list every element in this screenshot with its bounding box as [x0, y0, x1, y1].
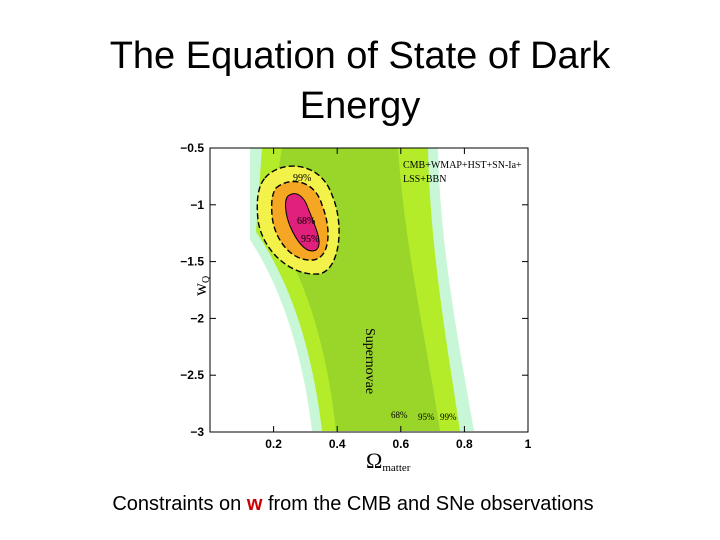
legend-line: CMB+WMAP+HST+SN-Ia+	[403, 160, 522, 171]
y-axis-symbol: w	[190, 283, 210, 296]
title-line: The Equation of State of Dark	[110, 35, 612, 77]
y-tick-label: −1.5	[180, 255, 204, 269]
y-tick-label: −2.5	[180, 368, 204, 382]
x-tick-label: 0.4	[329, 437, 346, 451]
x-tick-label: 0.2	[265, 437, 282, 451]
x-tick-label: 1	[525, 437, 532, 451]
x-tick-label: 0.8	[456, 437, 473, 451]
contour-label: 95%	[301, 234, 319, 245]
contour-label: 68%	[297, 216, 315, 227]
legend-line: LSS+BBN	[403, 174, 446, 185]
x-tick-label: 0.6	[392, 437, 409, 451]
caption: Constraints on w from the CMB and SNe ob…	[112, 493, 593, 515]
axes: 0.2 0.4 0.6 0.8 1 −0.5 −1 −1.5 −2 −2.5 −3	[180, 141, 531, 451]
y-axis-subscript: Q	[201, 275, 212, 283]
caption-text: Constraints on	[112, 493, 247, 515]
band-label: Supernovae	[362, 328, 377, 394]
x-axis-label: Ωmatter	[366, 448, 411, 474]
contours	[256, 165, 340, 275]
contour-68	[285, 193, 320, 252]
y-tick-label: −3	[190, 425, 204, 439]
plot-frame	[209, 147, 529, 433]
y-tick-label: −1	[190, 198, 204, 212]
contour-label: 99%	[293, 173, 311, 184]
x-axis-symbol: Ω	[366, 448, 382, 473]
band-level: 99%	[440, 412, 457, 422]
band-level: 68%	[391, 410, 408, 420]
x-axis-subscript: matter	[382, 462, 410, 474]
title-line: Energy	[300, 85, 420, 127]
y-axis-label: wQ	[190, 275, 212, 296]
caption-text: from the CMB and SNe observations	[262, 493, 593, 515]
y-tick-label: −2	[190, 311, 204, 325]
band-level: 95%	[418, 412, 435, 422]
y-tick-label: −0.5	[180, 141, 204, 155]
caption-highlight: w	[246, 493, 263, 515]
